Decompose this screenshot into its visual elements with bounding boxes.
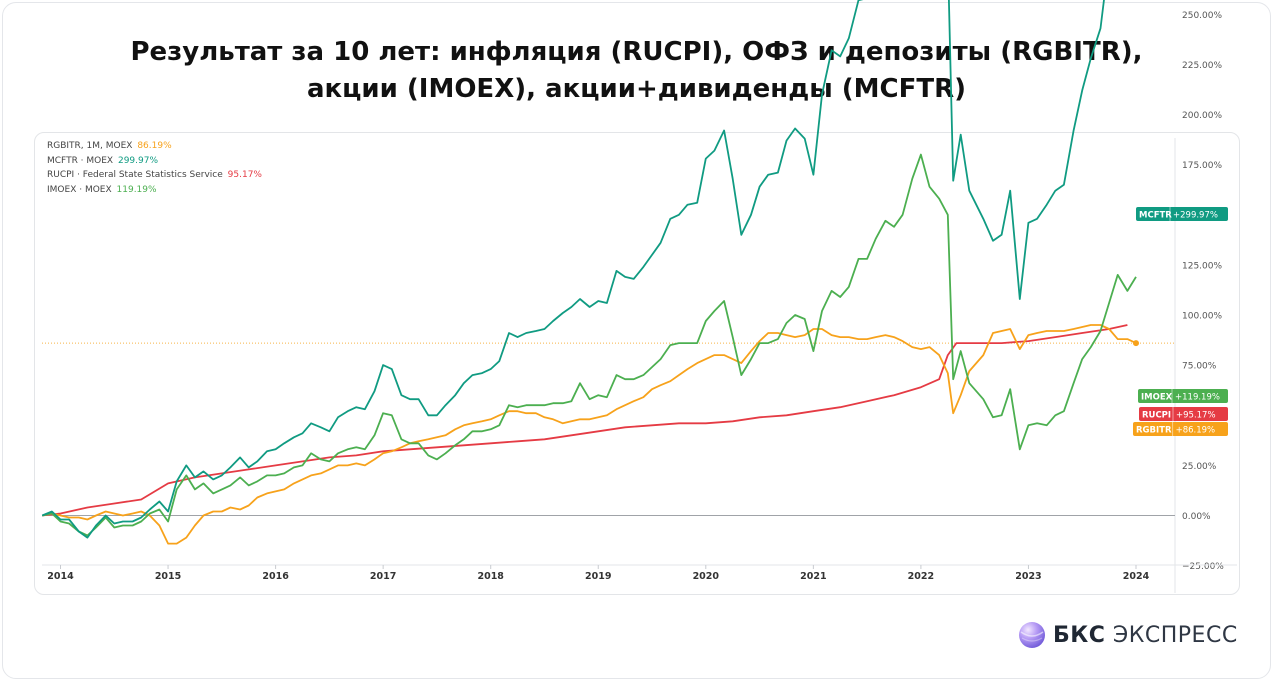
y-tick-label: 25.00% [1182, 462, 1217, 472]
legend-item-imoex: IMOEX · MOEX 119.19% [47, 183, 262, 198]
rgbitr-end-dot [1133, 340, 1139, 347]
badge-rgbitr: RGBITR +86.19% [1133, 422, 1228, 436]
chart-legend: RGBITR, 1M, MOEX 86.19% MCFTR · MOEX 299… [47, 139, 262, 197]
series-line-rucpi [42, 324, 1128, 517]
series-line-mcftr [41, 0, 1105, 539]
badge-label: IMOEX [1141, 393, 1173, 403]
legend-value: 86.19% [137, 141, 172, 151]
badge-value: +95.17% [1176, 411, 1216, 421]
y-tick-label: 250.00% [1182, 11, 1222, 21]
legend-value: 299.97% [117, 155, 159, 166]
y-tick-label: 225.00% [1182, 61, 1222, 71]
x-tick-label: 2022 [908, 571, 934, 582]
title-line-2: акции (IMOEX), акции+дивиденды (MCFTR) [306, 74, 967, 104]
y-tick-label: 200.00% [1182, 111, 1222, 121]
series-line-imoex [42, 153, 1137, 537]
x-axis: 2014 2015 2016 2017 2018 2019 2020 2021 2022 2023… [42, 564, 1237, 582]
y-tick-label: 0.00% [1182, 512, 1211, 522]
chart-card [34, 132, 1240, 595]
badge-mcftr: MCFTR +299.97% [1136, 207, 1228, 221]
y-tick-label: 125.00% [1182, 261, 1222, 271]
brand-name: БКС ЭКСПРЕСС [1053, 623, 1238, 648]
legend-item-rgbitr: RGBITR, 1M, MOEX 86.19% [47, 139, 262, 154]
legend-name: RGBITR, 1M, MOEX [47, 141, 133, 151]
brand-logo: БКС ЭКСПРЕСС [1017, 620, 1238, 650]
legend-value: 119.19% [116, 184, 157, 195]
badge-bg [1136, 207, 1228, 221]
page-title: Результат за 10 лет: инфляция (RUCPI), О… [0, 34, 1273, 108]
badge-rucpi: RUCPI +95.17% [1139, 407, 1228, 421]
y-axis: 375.00%350.00%325.00%300.00%275.00%250.0… [42, 11, 1224, 593]
series-lines [41, 0, 1139, 545]
x-tick-label: 2018 [477, 571, 504, 582]
y-tick-label: 75.00% [1182, 362, 1217, 372]
badge-value: +86.19% [1176, 426, 1216, 436]
badge-bg [1139, 407, 1228, 421]
legend-name: IMOEX · MOEX [47, 184, 112, 195]
y-tick-label: −25.00% [1182, 562, 1224, 572]
badge-label: RUCPI [1142, 411, 1171, 421]
x-tick-label: 2021 [800, 571, 826, 582]
bks-sphere-logo-icon [1019, 622, 1045, 648]
badge-label: RGBITR [1136, 426, 1172, 436]
y-tick-label: 100.00% [1182, 312, 1222, 322]
legend-value: 95.17% [227, 170, 262, 180]
x-tick-label: 2016 [262, 571, 289, 582]
brand-rest: ЭКСПРЕСС [1112, 622, 1238, 648]
badge-bg [1138, 389, 1228, 403]
badge-value: +119.19% [1175, 393, 1220, 403]
x-tick-label: 2019 [585, 571, 611, 582]
brand-bold: БКС [1053, 622, 1106, 648]
x-tick-label: 2023 [1015, 571, 1041, 582]
legend-item-mcftr: MCFTR · MOEX 299.97% [47, 154, 262, 169]
x-tick-label: 2014 [47, 571, 74, 582]
x-tick-label: 2020 [693, 571, 720, 582]
legend-name: RUCPI · Federal State Statistics Service [47, 170, 223, 180]
x-tick-label: 2017 [370, 571, 396, 582]
legend-item-rucpi: RUCPI · Federal State Statistics Service… [47, 168, 262, 183]
badge-label: MCFTR [1139, 211, 1172, 221]
x-tick-label: 2015 [155, 571, 181, 582]
y-tick-label: 175.00% [1182, 161, 1222, 171]
series-line-rgbitr [42, 324, 1137, 545]
legend-name: MCFTR · MOEX [47, 155, 114, 166]
badge-imoex: IMOEX +119.19% [1138, 389, 1228, 403]
x-tick-label: 2024 [1123, 571, 1150, 582]
badge-bg [1133, 422, 1228, 436]
series-badges: MCFTR +299.97%IMOEX +119.19%RGBITR +86.19%R… [1133, 207, 1228, 436]
badge-value: +299.97% [1173, 211, 1218, 221]
title-line-1: Результат за 10 лет: инфляция (RUCPI), О… [130, 37, 1143, 67]
